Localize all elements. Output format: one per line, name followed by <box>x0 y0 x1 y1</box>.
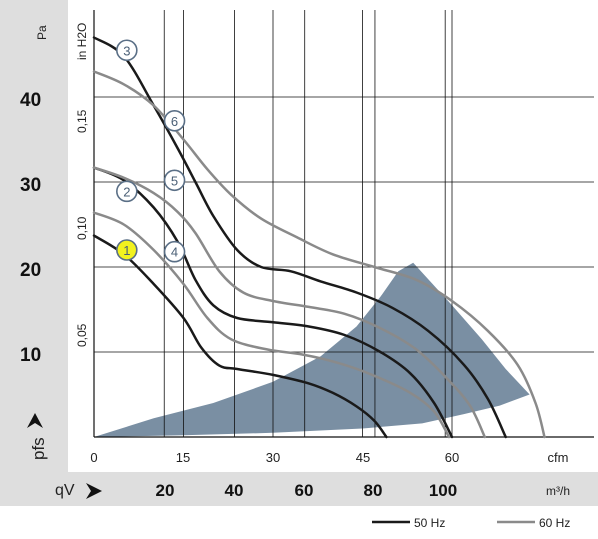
legend-label-50hz: 50 Hz <box>414 516 445 530</box>
curve-marker-6 <box>163 110 186 132</box>
x-unit-cfm: cfm <box>548 450 569 465</box>
x-tick-cfm-60: 60 <box>445 450 459 465</box>
x-axis-arrow <box>86 483 102 499</box>
curve-marker-5 <box>163 169 186 192</box>
x-tick-m3h-80: 80 <box>364 481 383 500</box>
curve-marker-3 <box>116 39 138 62</box>
x-tick-m3h-20: 20 <box>156 481 175 500</box>
x-tick-cfm-45: 45 <box>356 450 370 465</box>
curve-marker-label-3: 3 <box>123 43 130 58</box>
curve-marker-label-1: 1 <box>123 243 130 258</box>
x-tick-cfm-30: 30 <box>266 450 280 465</box>
curve-marker-1 <box>116 239 138 261</box>
marker-layer: 1 2 3 4 5 6 <box>116 39 186 263</box>
y-tick-40: 40 <box>20 90 41 111</box>
curve-marker-label-4: 4 <box>171 245 178 260</box>
x-tick-m3h-60: 60 <box>295 481 314 500</box>
bottom-axis-band <box>68 437 598 472</box>
x-tick-m3h-100: 100 <box>429 481 457 500</box>
y2-tick-005: 0,05 <box>75 323 89 347</box>
curve-marker-label-5: 5 <box>171 173 178 188</box>
x-tick-m3h-40: 40 <box>225 481 244 500</box>
left-axis-band <box>0 0 68 472</box>
curve-marker-label-2: 2 <box>123 184 130 199</box>
x-tick-cfm-15: 15 <box>176 450 190 465</box>
curve-2 <box>92 166 454 439</box>
curve-marker-label-6: 6 <box>171 114 178 129</box>
legend: 50 Hz 60 Hz <box>372 516 570 530</box>
y-tick-10: 10 <box>20 345 41 366</box>
legend-label-60hz: 60 Hz <box>539 516 570 530</box>
curve-marker-2 <box>116 180 138 203</box>
curve-5 <box>92 166 487 439</box>
y-axis-arrow <box>27 413 43 428</box>
x-axis-label-qv: qV <box>55 482 75 499</box>
y-unit-pa: Pa <box>35 25 49 40</box>
m3h-axis-band <box>0 472 598 506</box>
y2-tick-010: 0,10 <box>75 216 89 240</box>
y-axis-label-pfs: pfs <box>29 437 48 460</box>
x-unit-m3h: m³/h <box>546 484 570 498</box>
x-tick-cfm-0: 0 <box>90 450 97 465</box>
operating-region <box>94 262 530 437</box>
curve-4 <box>92 211 451 439</box>
curve-1 <box>92 234 388 439</box>
y-tick-30: 30 <box>20 175 41 196</box>
y2-tick-015: 0,15 <box>75 109 89 133</box>
operating-region-layer <box>94 262 530 437</box>
y-tick-20: 20 <box>20 260 41 281</box>
y-unit-inh2o: in H2O <box>75 23 89 60</box>
y-axis-label-p: pfs <box>29 437 48 460</box>
curve-marker-4 <box>163 240 186 263</box>
